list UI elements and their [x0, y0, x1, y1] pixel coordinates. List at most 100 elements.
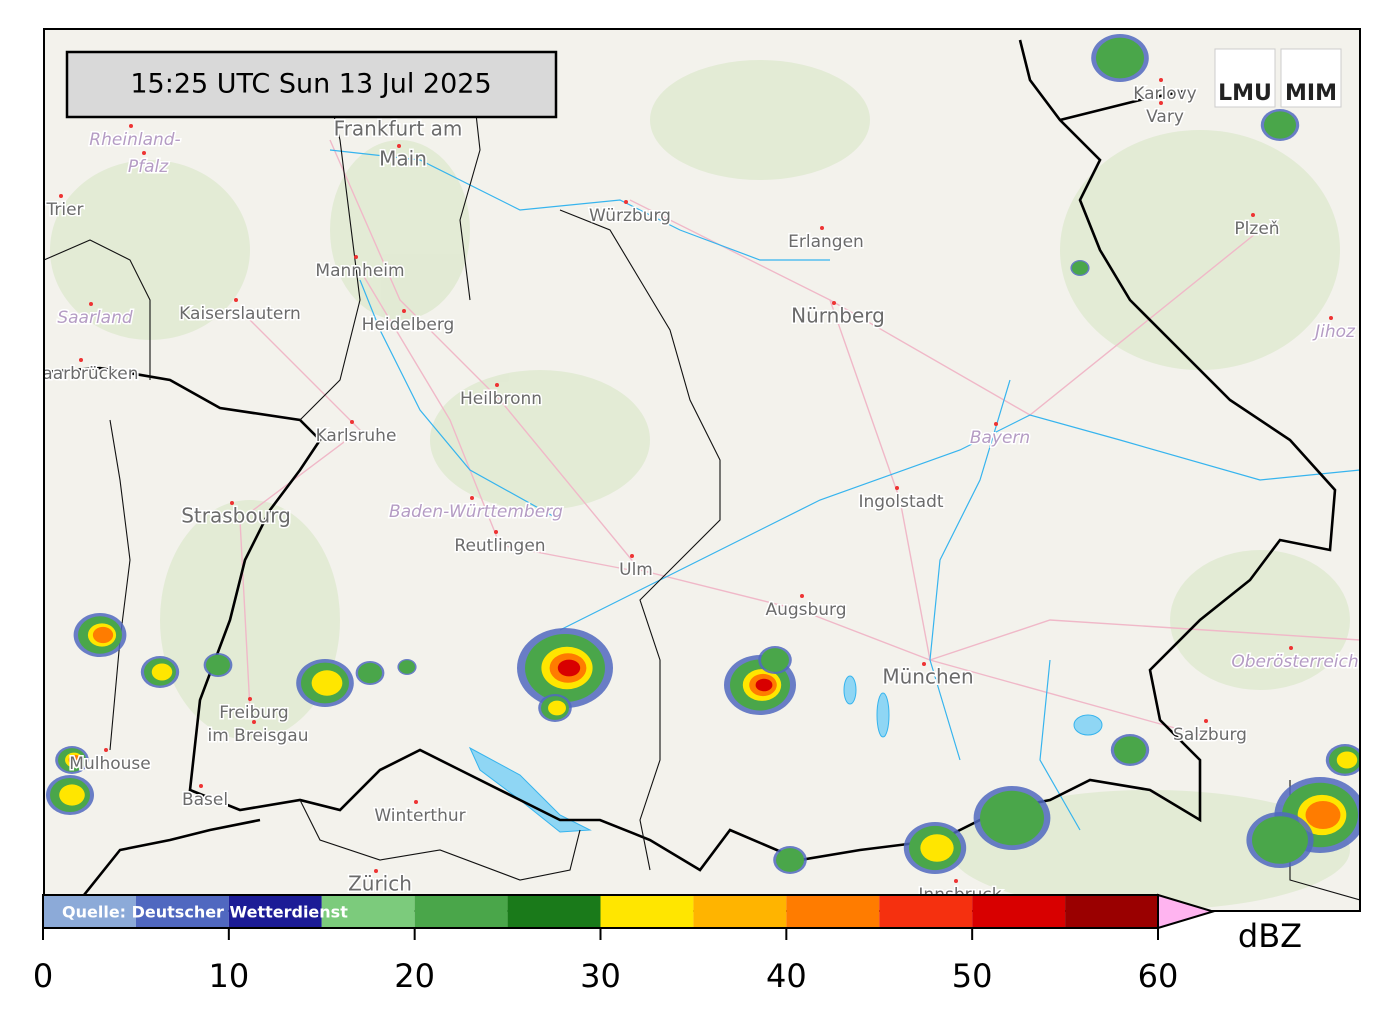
map-label: Winterthur [374, 806, 465, 826]
echo [92, 626, 114, 644]
city-dot [1159, 101, 1163, 105]
city-dot [414, 800, 418, 804]
colorbar-bin [1065, 895, 1158, 928]
city-dot [129, 124, 133, 128]
map-label: Nürnberg [791, 304, 885, 328]
map-label: Baden-Württemberg [389, 502, 563, 522]
echo [1336, 751, 1358, 769]
colorbar: 0 10 20 30 40 50 60 [33, 893, 1217, 995]
echo [1264, 111, 1296, 139]
city-dot [142, 151, 146, 155]
colorbar-bin [43, 895, 136, 928]
map-label: Trier [45, 200, 83, 220]
map-label: Reutlingen [454, 536, 545, 556]
city-dot [374, 869, 378, 873]
city-dot [895, 486, 899, 490]
source-note: Quelle: Deutscher Wetterdienst [62, 903, 348, 922]
echo [755, 678, 773, 692]
map-label: Augsburg [765, 600, 846, 620]
echo [399, 660, 415, 674]
map-label: Saarbrücken [32, 364, 139, 384]
echo [761, 648, 789, 672]
colorbar-bin [693, 895, 787, 928]
city-dot [397, 144, 401, 148]
colorbar-bin [135, 895, 229, 928]
map-label: Mulhouse [69, 754, 150, 774]
map-label: Heidelberg [362, 315, 455, 335]
radar-echoes [46, 34, 1360, 874]
map-label: Freiburg [219, 703, 288, 723]
city-dot [59, 194, 63, 198]
city-dot [89, 302, 93, 306]
map-label: Salzburg [1173, 725, 1247, 745]
colorbar-bin [786, 895, 880, 928]
colorbar-tick-label: 50 [952, 957, 993, 995]
echo [1072, 261, 1088, 275]
colorbar-bin [507, 895, 601, 928]
map-label: Karlovy [1133, 84, 1197, 104]
map-label: Saarland [57, 308, 133, 328]
map-label: Karlsruhe [316, 426, 397, 446]
map-base: Frankfurt am Main Rheinland- Pfalz Trier Würz… [32, 29, 1360, 911]
echo [980, 790, 1044, 846]
logo: MIM [1285, 81, 1337, 106]
city-dot [630, 554, 634, 558]
city-dot [495, 383, 499, 387]
echo [1252, 816, 1308, 864]
echo [311, 670, 343, 696]
logo: LMU [1218, 81, 1272, 106]
echo [557, 659, 581, 677]
city-dot [252, 720, 256, 724]
map-label: Strasbourg [181, 504, 291, 528]
city-dot [624, 200, 628, 204]
city-dot [1289, 646, 1293, 650]
city-dot [494, 530, 498, 534]
map-label: Mannheim [315, 261, 404, 281]
echo [920, 834, 954, 862]
colorbar-tick-label: 20 [394, 957, 435, 995]
colorbar-tick-label: 10 [208, 957, 249, 995]
map-label: Ingolstadt [858, 492, 943, 512]
colorbar-tick-label: 0 [33, 957, 53, 995]
city-dot [248, 697, 252, 701]
colorbar-tick-label: 60 [1138, 957, 1179, 995]
map-label: Basel [182, 790, 228, 810]
map-label: Zürich [348, 872, 412, 896]
city-dot [832, 301, 836, 305]
map-label: Plzeň [1234, 219, 1279, 239]
map-label: Bayern [970, 428, 1030, 448]
city-dot [470, 496, 474, 500]
map-label: Ulm [619, 560, 653, 580]
echo [151, 663, 173, 681]
city-dot [994, 422, 998, 426]
city-dot [402, 309, 406, 313]
city-dot [1204, 719, 1208, 723]
logo-box [1214, 48, 1276, 108]
city-dot [79, 358, 83, 362]
city-dot [800, 594, 804, 598]
map-label: Kaiserslautern [179, 304, 301, 324]
city-dot [354, 255, 358, 259]
echo [68, 754, 82, 766]
map-label: Heilbronn [460, 389, 542, 409]
timestamp: 15:25 UTC Sun 13 Jul 2025 [130, 69, 491, 100]
map-label: Jihoz [1312, 322, 1356, 342]
echo [776, 848, 804, 872]
colorbar-bin [321, 895, 415, 928]
map-label: Oberösterreich [1231, 652, 1358, 672]
map-label: Erlangen [788, 232, 864, 252]
logo-box [1280, 48, 1342, 108]
map-label: Pfalz [128, 157, 169, 177]
echo [358, 662, 382, 684]
colorbar-tick-label: 40 [766, 957, 807, 995]
colorbar-bin [414, 895, 508, 928]
echo [1305, 800, 1341, 830]
map-label: Frankfurt am [334, 117, 463, 141]
echo [59, 784, 85, 806]
colorbar-bin [228, 895, 322, 928]
echo [548, 700, 566, 716]
colorbar-bin [972, 895, 1066, 928]
map-label: Rheinland- [89, 130, 180, 150]
city-dot [1159, 78, 1163, 82]
